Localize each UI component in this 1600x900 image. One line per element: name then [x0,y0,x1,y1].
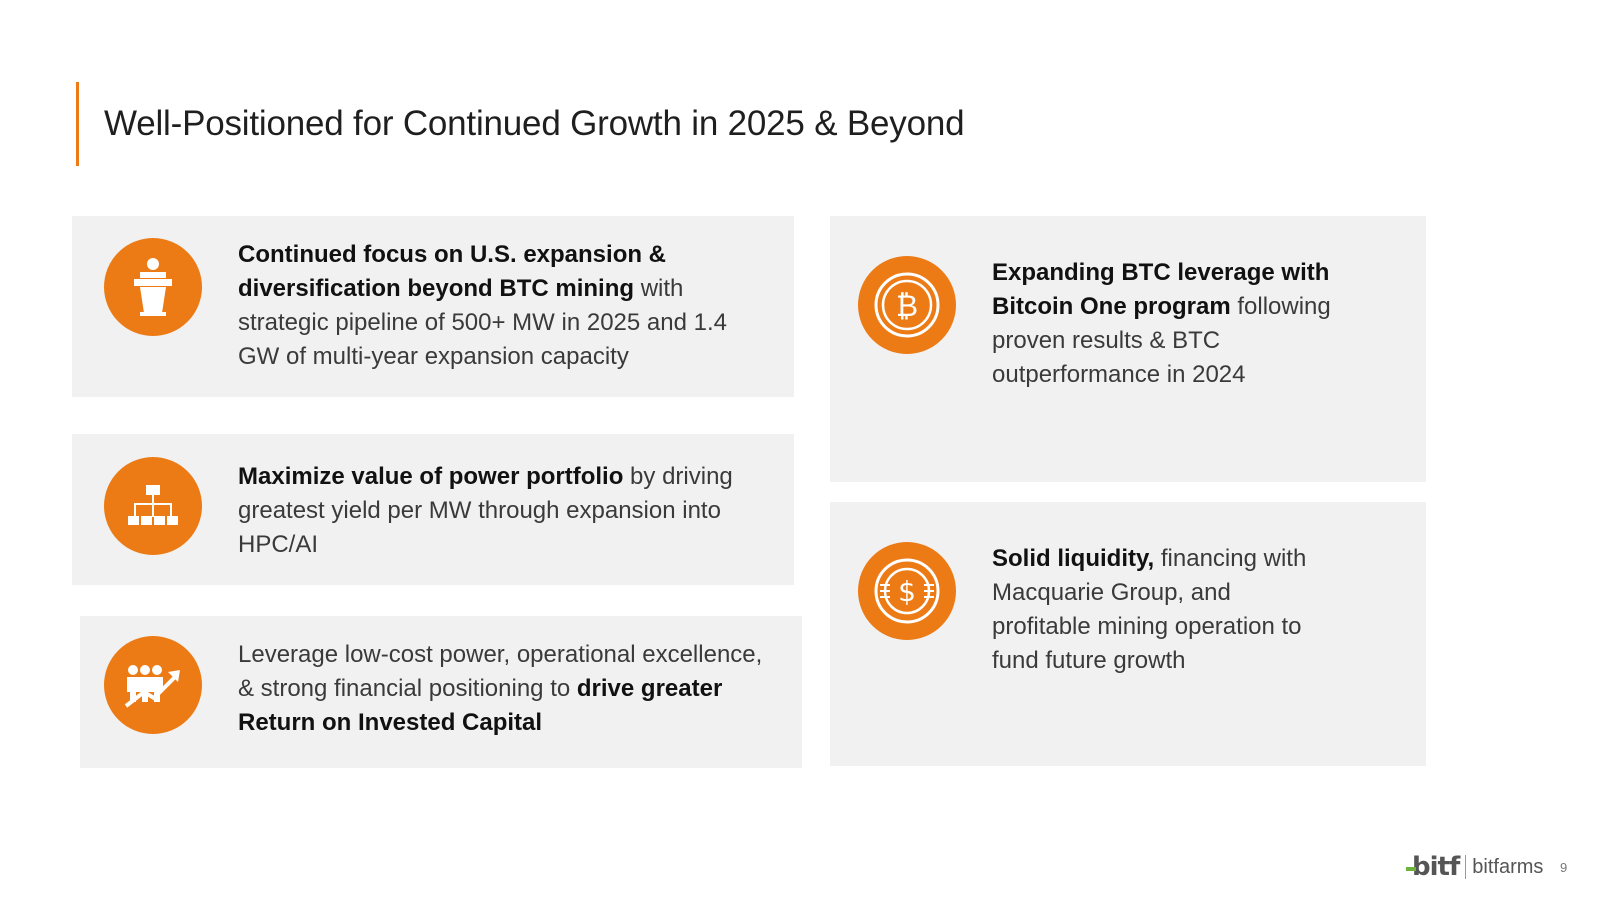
card-text: Expanding BTC leverage with Bitcoin One … [992,256,1342,392]
podium-speaker-icon [104,238,202,336]
card-text: Solid liquidity, financing with Macquari… [992,542,1322,678]
card-bold-text: Solid liquidity, [992,545,1155,572]
card-us-expansion: Continued focus on U.S. expansion & dive… [72,216,794,397]
card-liquidity: $ Solid liquidity, financing with Macqua… [830,502,1426,766]
card-body-text: following proven results & BTC outperfor… [992,293,1331,388]
org-chart-icon [104,457,202,555]
dollar-coin-icon: $ [858,542,956,640]
card-bitcoin-one: ₿ Expanding BTC leverage with Bitcoin On… [830,216,1426,482]
page-number: 9 [1560,860,1568,875]
logo-separator [1465,855,1467,879]
logo-mark-text: bitf [1412,852,1460,882]
card-bold-text: Expanding BTC leverage with Bitcoin One … [992,259,1330,320]
card-body-text: Leverage low-cost power, operational exc… [238,641,763,702]
card-bold-text: Continued focus on U.S. expansion & dive… [238,241,667,302]
card-body-text: financing with Macquarie Group, and prof… [992,545,1307,674]
card-roic: Leverage low-cost power, operational exc… [80,616,802,768]
logo-mark: bitf [1406,852,1460,882]
title-accent-bar [76,82,79,166]
svg-text:$: $ [898,575,916,608]
bitcoin-coin-icon: ₿ [858,256,956,354]
card-text: Leverage low-cost power, operational exc… [238,638,778,740]
logo-wordmark: bitfarms [1472,855,1544,878]
card-body-text: by driving greatest yield per MW through… [238,463,733,558]
card-text: Continued focus on U.S. expansion & dive… [238,238,758,374]
card-bold-text: drive greater Return on Invested Capital [238,675,723,736]
card-power-portfolio: Maximize value of power portfolio by dri… [72,434,794,585]
team-growth-icon [104,636,202,734]
card-body-text: with strategic pipeline of 500+ MW in 20… [238,275,727,370]
svg-text:₿: ₿ [896,289,918,324]
slide-title: Well-Positioned for Continued Growth in … [104,104,965,143]
logo-dash [1406,867,1416,871]
card-text: Maximize value of power portfolio by dri… [238,460,758,562]
card-bold-text: Maximize value of power portfolio [238,463,624,490]
bitfarms-logo: bitf bitfarms [1406,852,1544,882]
